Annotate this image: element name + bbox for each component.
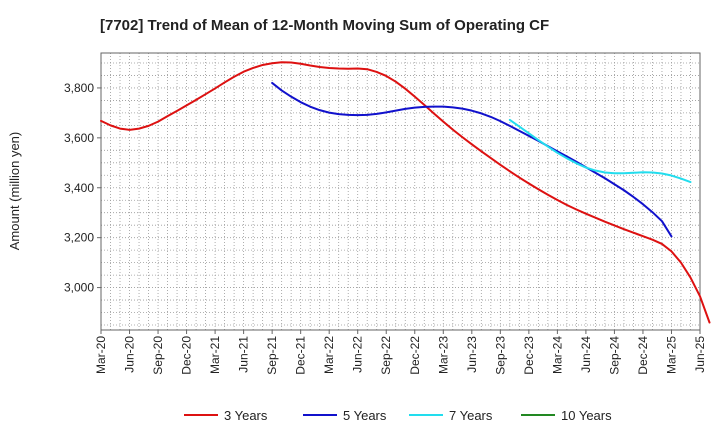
chart-title: [7702] Trend of Mean of 12-Month Moving … [100,17,549,34]
x-tick-label: Jun-23 [465,336,479,373]
x-tick-label: Sep-24 [607,336,621,375]
x-tick-label: Jun-22 [351,336,365,373]
x-axis-ticks: Mar-20 Jun-20 Sep-20 Dec-20 Mar-21 Jun-21 Sep-… [94,330,707,375]
x-tick-label: Jun-20 [123,336,137,373]
x-tick-label: Dec-22 [408,336,422,375]
y-tick-label: 3,400 [64,181,94,195]
x-tick-label: Mar-22 [322,336,336,374]
x-tick-label: Dec-24 [636,336,650,375]
y-axis-label: Amount (million yen) [7,132,22,251]
series-line-7-years [508,118,692,184]
x-tick-label: Mar-20 [94,336,108,374]
x-tick-label: Sep-22 [379,336,393,375]
series-line-3-years [100,61,711,324]
x-tick-label: Jun-21 [237,336,251,373]
x-tick-label: Mar-25 [664,336,678,374]
x-tick-label: Jun-24 [579,336,593,373]
x-tick-label: Dec-21 [294,336,308,375]
legend-label-7-years: 7 Years [449,408,493,423]
y-tick-label: 3,800 [64,81,94,95]
series-lines [100,61,711,324]
y-tick-label: 3,000 [64,281,94,295]
series-line-5-years [271,81,673,238]
plot-frame [100,52,701,331]
legend-label-3-years: 3 Years [224,408,268,423]
y-axis-ticks: 3,000 3,200 3,400 3,600 3,800 [64,81,101,295]
x-tick-label: Sep-21 [265,336,279,375]
x-tick-label: Sep-20 [151,336,165,375]
legend-label-5-years: 5 Years [343,408,387,423]
plot-area [101,53,700,330]
x-tick-label: Jun-25 [693,336,707,373]
legend-label-10-years: 10 Years [561,408,612,423]
x-tick-label: Sep-23 [493,336,507,375]
y-tick-label: 3,600 [64,131,94,145]
x-tick-label: Dec-20 [180,336,194,375]
grid-lines [101,53,700,330]
y-tick-label: 3,200 [64,231,94,245]
legend: 3 Years 5 Years 7 Years 10 Years [184,408,612,423]
x-tick-label: Mar-24 [550,336,564,374]
x-tick-label: Mar-23 [436,336,450,374]
x-tick-label: Mar-21 [208,336,222,374]
x-tick-label: Dec-23 [522,336,536,375]
